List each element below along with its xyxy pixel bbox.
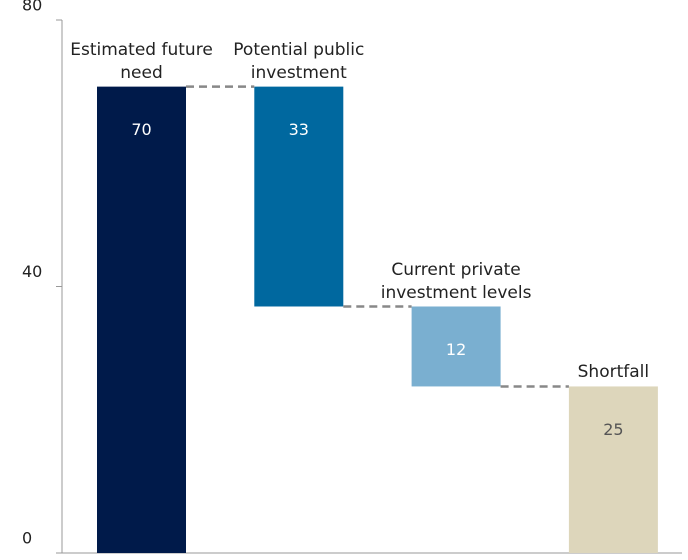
bar (411, 306, 501, 387)
category-label: Shortfall (577, 362, 650, 383)
category-label: Potential public investment (233, 39, 365, 83)
y-tick-label: 40 (22, 262, 42, 281)
value-label: 70 (131, 120, 151, 139)
y-tick-label: 0 (22, 529, 32, 548)
bar (568, 386, 658, 553)
value-label: 12 (446, 340, 466, 359)
bar (97, 86, 186, 553)
value-label: 33 (289, 120, 309, 139)
category-label: Estimated future need (70, 39, 213, 83)
value-label: 25 (603, 420, 623, 439)
category-label: Current private investment levels (380, 259, 532, 303)
bar (254, 86, 344, 307)
y-tick-label: 80 (22, 0, 42, 15)
